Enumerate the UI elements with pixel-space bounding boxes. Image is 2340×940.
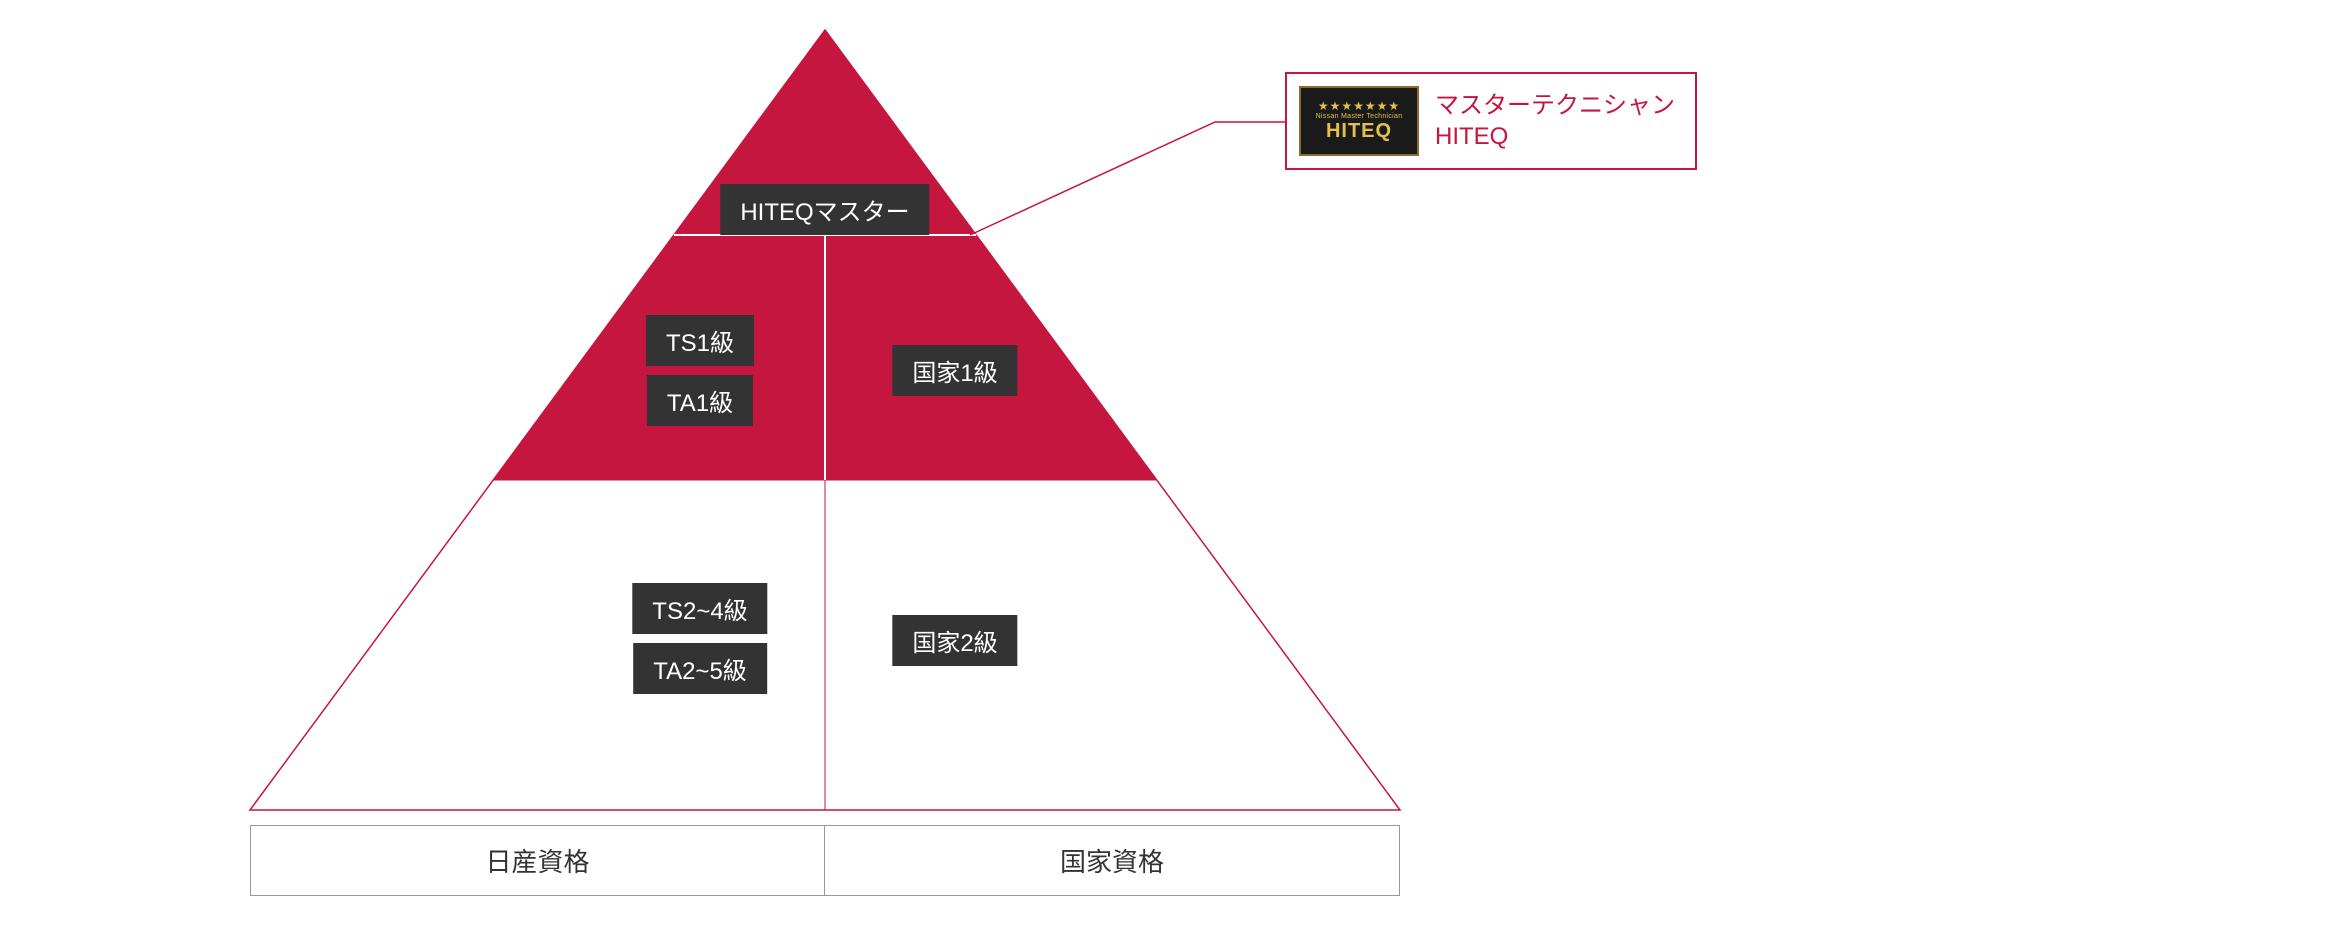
footer-nissan-qualification: 日産資格 xyxy=(251,826,825,895)
footer-row: 日産資格 国家資格 xyxy=(250,825,1400,896)
footer-national-qualification: 国家資格 xyxy=(825,826,1399,895)
badge-subtext: Nissan Master Technician xyxy=(1316,113,1403,120)
hiteq-badge-icon: ★★★★★★★ Nissan Master Technician HITEQ xyxy=(1299,86,1419,156)
diagram-canvas: HITEQマスター TS1級 TA1級 国家1級 TS2~4級 TA2~5級 国家2級 日産… xyxy=(0,0,2340,940)
label-ts1: TS1級 xyxy=(646,315,754,366)
label-kokka2: 国家2級 xyxy=(892,615,1017,666)
pyramid-svg xyxy=(0,0,2340,940)
callout-text: マスターテクニシャン HITEQ xyxy=(1435,90,1675,152)
callout-line2: HITEQ xyxy=(1435,123,1508,150)
callout-master-technician: ★★★★★★★ Nissan Master Technician HITEQ マ… xyxy=(1285,72,1697,170)
label-ta1: TA1級 xyxy=(647,375,753,426)
label-ta2-5: TA2~5級 xyxy=(633,643,767,694)
label-hiteq-master: HITEQマスター xyxy=(720,184,929,235)
callout-line1: マスターテクニシャン xyxy=(1435,92,1675,119)
label-ts2-4: TS2~4級 xyxy=(632,583,767,634)
badge-stars-icon: ★★★★★★★ xyxy=(1318,99,1400,113)
callout-connector-line xyxy=(970,122,1285,235)
label-kokka1: 国家1級 xyxy=(892,345,1017,396)
badge-main-text: HITEQ xyxy=(1326,120,1392,143)
